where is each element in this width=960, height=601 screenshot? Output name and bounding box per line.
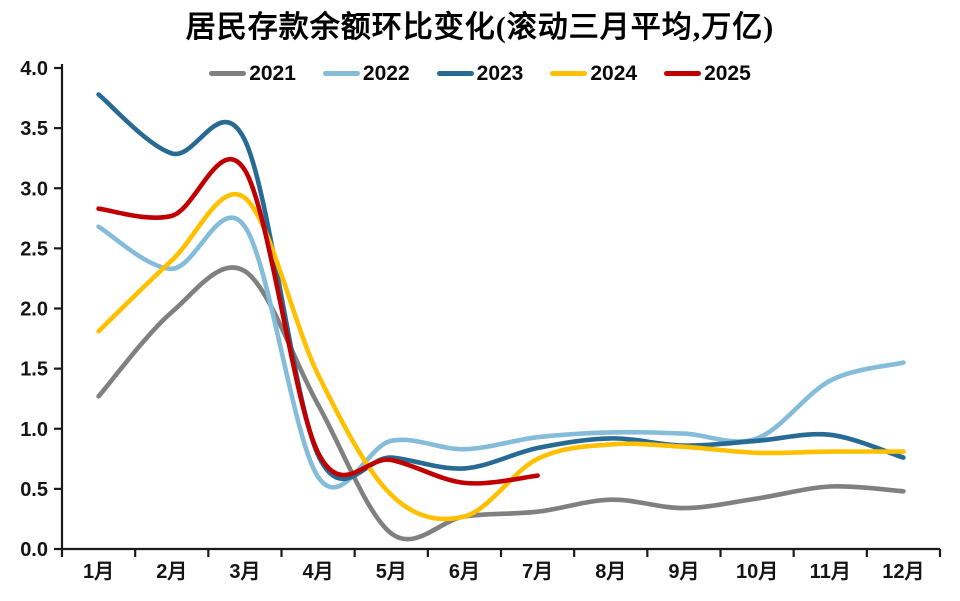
x-axis-label: 5月 [376,561,407,583]
chart-title: 居民存款余额环比变化(滚动三月平均,万亿) [185,11,775,44]
x-axis-label: 11月 [810,561,851,583]
x-axis-label: 10月 [736,561,778,583]
legend-item-2021: 2021 [209,63,296,84]
legend-item-2024: 2024 [550,63,637,84]
y-axis-label: 2.5 [20,238,48,260]
legend-item-2023: 2023 [436,62,524,85]
legend-swatch-icon [436,71,474,76]
legend-label: 2024 [590,62,638,85]
series-line-2021 [96,265,906,542]
chart-legend: 2021 2022 2023 2024 2025 [0,63,960,84]
x-axis-label: 12月 [882,561,924,583]
legend-item-2022: 2022 [322,62,410,85]
x-axis-label: 2月 [156,561,187,583]
legend-swatch-icon [209,71,247,76]
y-axis-label: 2.0 [20,299,48,321]
y-axis-label: 3.5 [20,118,48,140]
series-line-2025 [96,157,540,486]
legend-label: 2021 [249,62,296,85]
y-axis-label: 1.0 [20,419,48,441]
x-axis-label: 6月 [449,561,480,583]
y-axis-label: 4.0 [20,58,48,80]
x-axis-label: 1月 [83,561,114,583]
series-line-2023 [96,92,906,482]
legend-swatch-icon [322,71,360,76]
x-axis-label: 3月 [229,561,260,583]
x-axis-label: 9月 [668,561,699,583]
series-line-2024 [96,192,906,522]
series-line-2022 [96,215,906,490]
legend-swatch-icon [550,71,588,76]
legend-label: 2025 [704,62,751,85]
y-axis-label: 3.0 [20,178,48,200]
y-axis-label: 1.5 [20,359,48,381]
legend-item-2025: 2025 [664,63,751,84]
x-axis-label: 8月 [595,561,626,583]
y-axis-label: 0.0 [20,539,48,561]
legend-label: 2022 [362,62,410,85]
legend-swatch-icon [664,71,702,76]
x-axis-label: 7月 [522,561,553,583]
axis-lines [60,64,940,551]
legend-label: 2023 [476,62,524,85]
y-axis-label: 0.5 [20,479,48,501]
x-axis-label: 4月 [303,561,334,583]
